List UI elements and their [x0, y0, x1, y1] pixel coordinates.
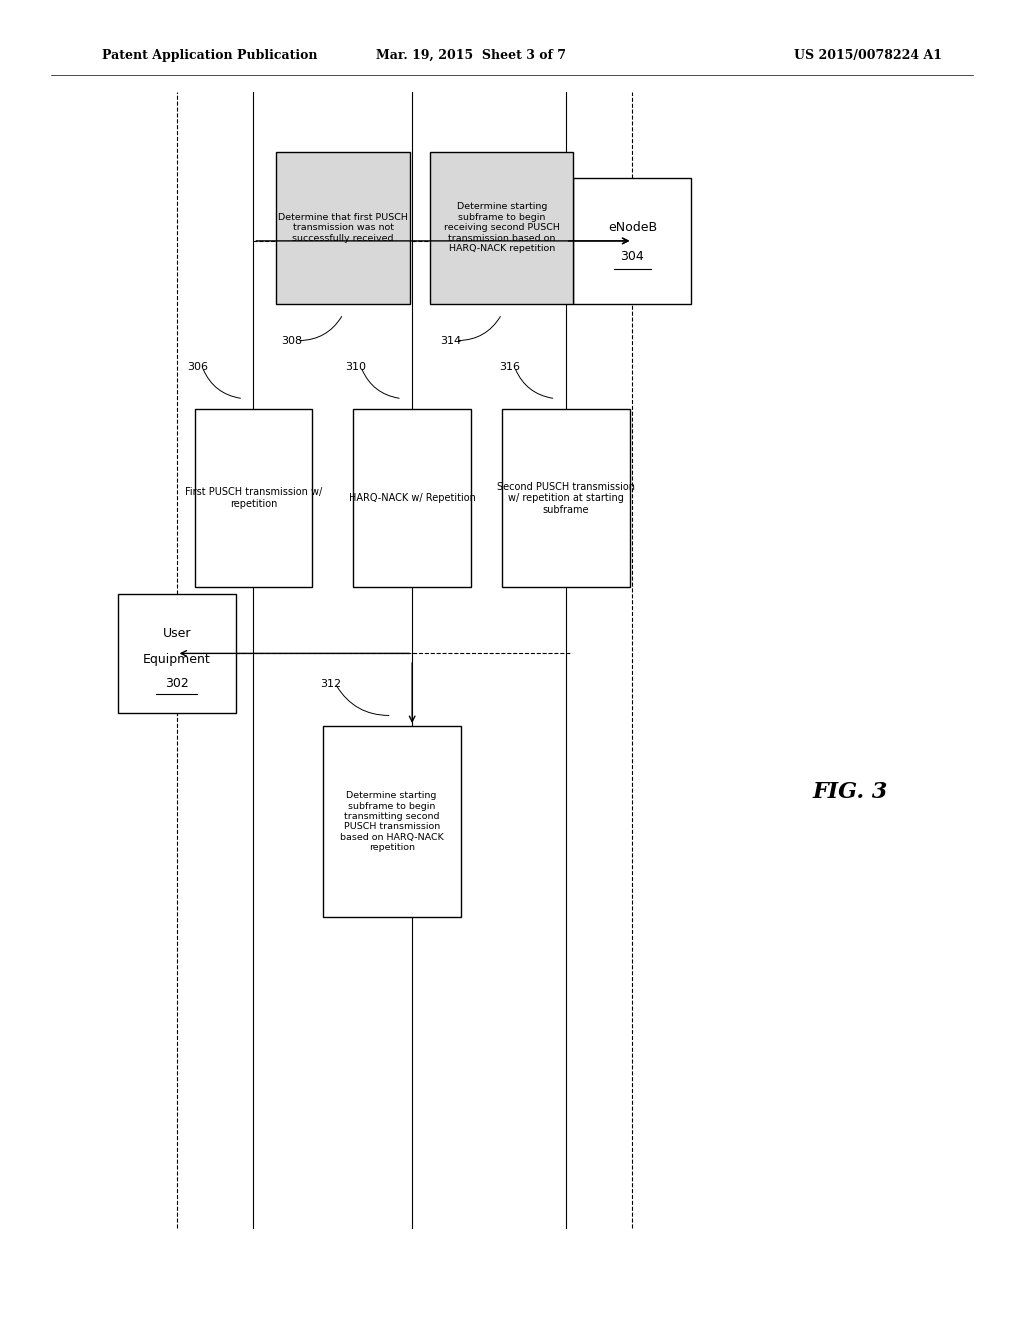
Bar: [276, 152, 410, 304]
Text: 316: 316: [500, 362, 520, 372]
Text: 302: 302: [165, 677, 188, 690]
Text: First PUSCH transmission w/
repetition: First PUSCH transmission w/ repetition: [184, 487, 323, 510]
Text: 312: 312: [319, 678, 341, 689]
Bar: [430, 152, 573, 304]
Text: Determine starting
subframe to begin
transmitting second
PUSCH transmission
base: Determine starting subframe to begin tra…: [340, 791, 443, 853]
Bar: [195, 409, 312, 587]
Text: Patent Application Publication: Patent Application Publication: [102, 49, 317, 62]
Bar: [118, 594, 236, 713]
Text: FIG. 3: FIG. 3: [812, 781, 888, 803]
Text: 314: 314: [440, 335, 462, 346]
Text: Determine that first PUSCH
transmission was not
successfully received: Determine that first PUSCH transmission …: [279, 213, 408, 243]
Text: 308: 308: [282, 335, 303, 346]
Bar: [573, 178, 691, 304]
Text: 306: 306: [186, 362, 208, 372]
Text: Mar. 19, 2015  Sheet 3 of 7: Mar. 19, 2015 Sheet 3 of 7: [376, 49, 566, 62]
Text: Determine starting
subframe to begin
receiving second PUSCH
transmission based o: Determine starting subframe to begin rec…: [443, 202, 560, 253]
Text: eNodeB: eNodeB: [608, 222, 656, 234]
Text: HARQ-NACK w/ Repetition: HARQ-NACK w/ Repetition: [349, 494, 475, 503]
Text: US 2015/0078224 A1: US 2015/0078224 A1: [794, 49, 942, 62]
Bar: [353, 409, 471, 587]
Text: 310: 310: [345, 362, 367, 372]
Bar: [502, 409, 630, 587]
Text: User: User: [163, 627, 190, 640]
Text: Second PUSCH transmission
w/ repetition at starting
subframe: Second PUSCH transmission w/ repetition …: [497, 482, 635, 515]
Text: Equipment: Equipment: [142, 653, 211, 667]
Text: 304: 304: [621, 251, 644, 263]
Bar: [323, 726, 461, 917]
